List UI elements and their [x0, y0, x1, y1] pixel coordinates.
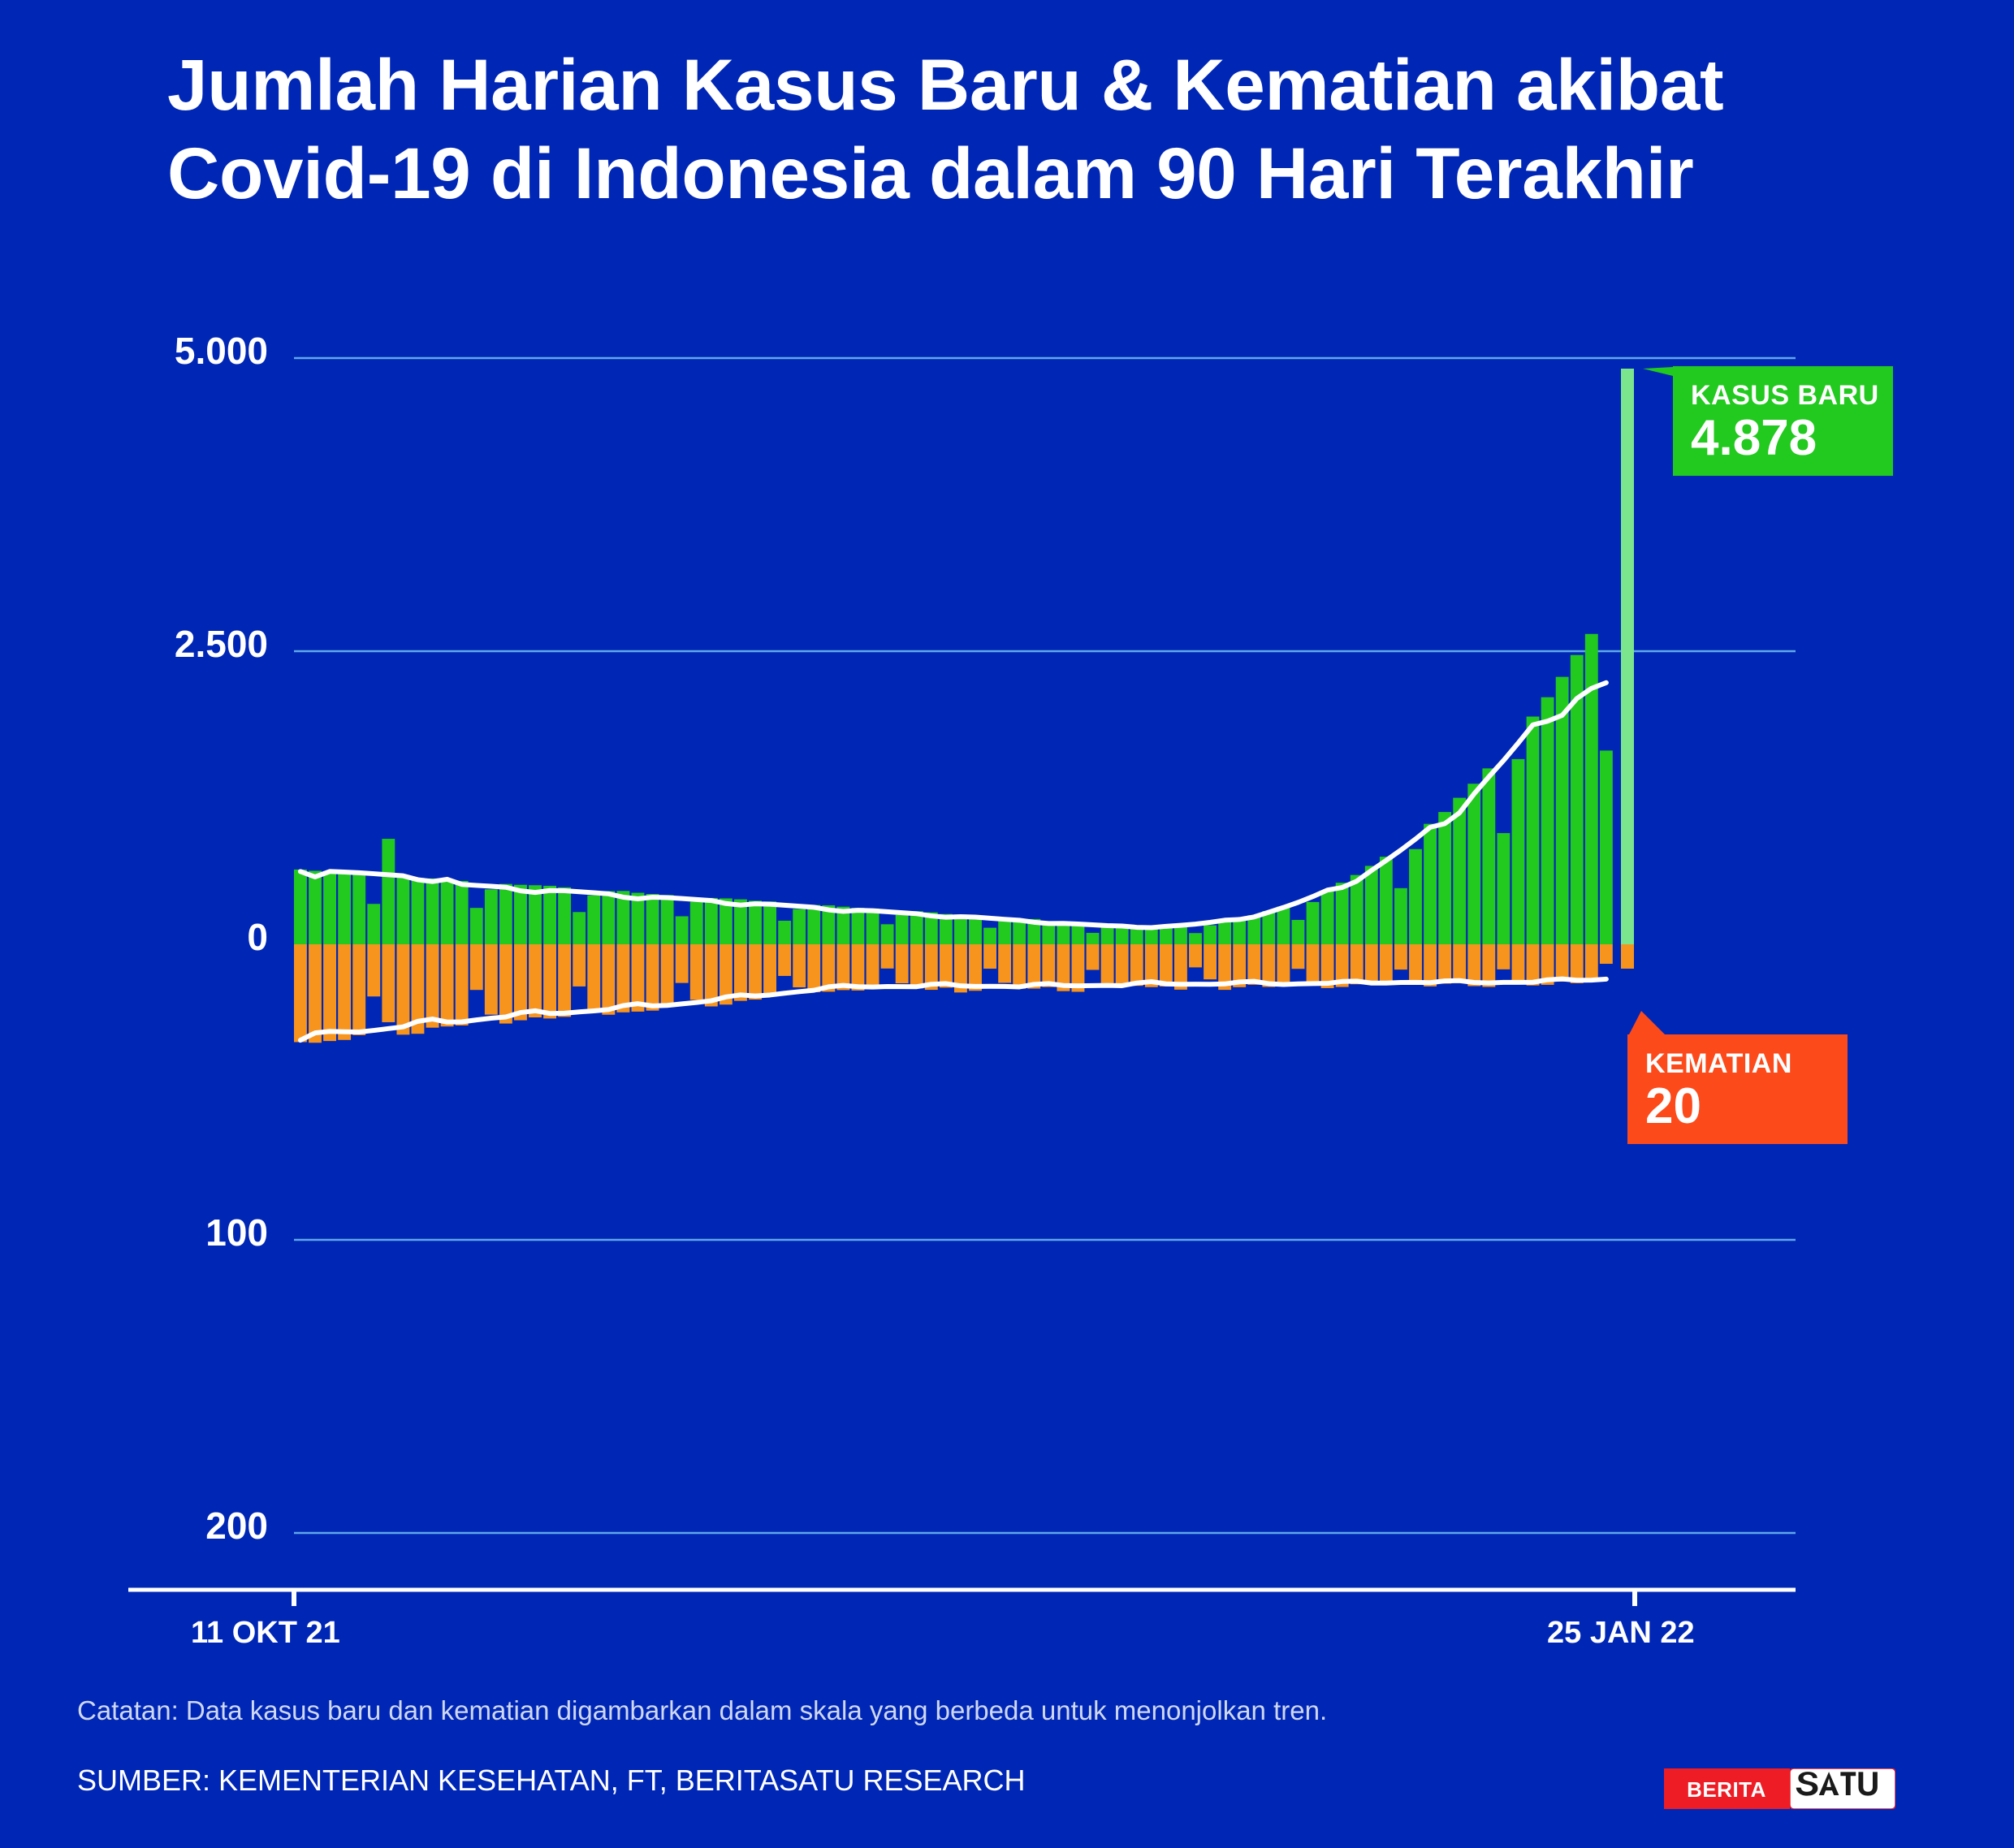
svg-text:BERITA: BERITA — [1687, 1777, 1766, 1802]
